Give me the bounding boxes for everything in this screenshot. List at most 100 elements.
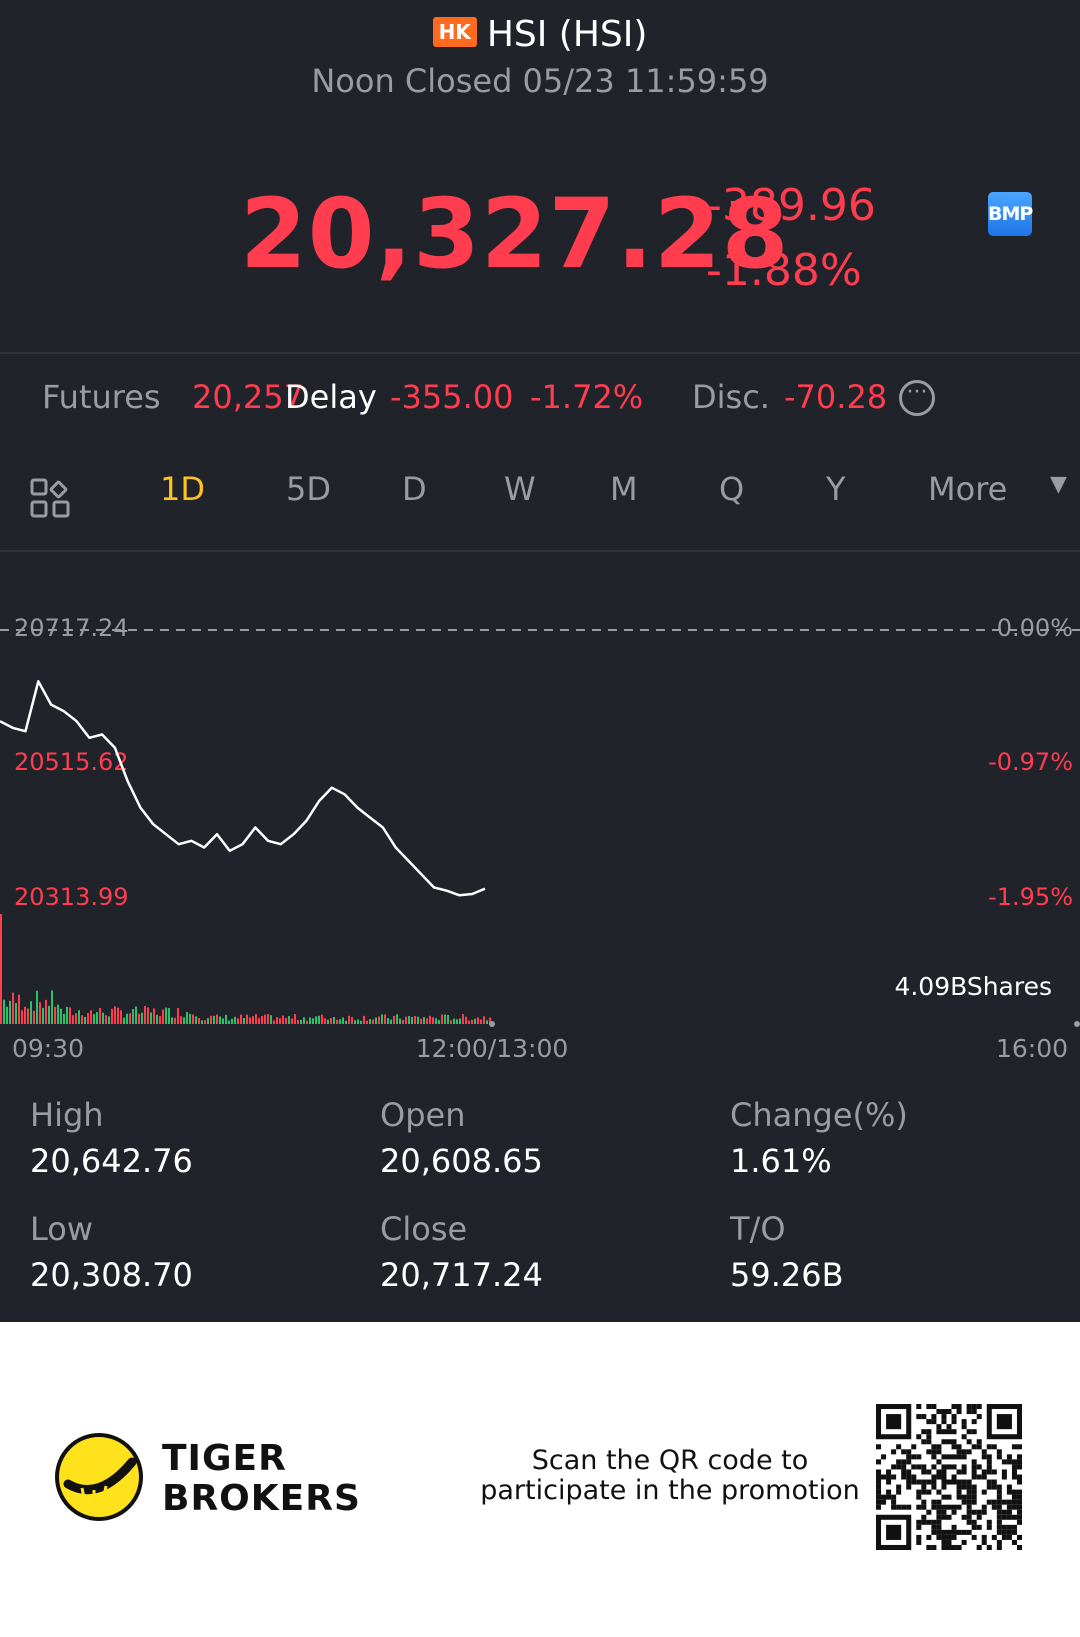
qr-module — [986, 1459, 992, 1465]
qr-module — [991, 1469, 997, 1475]
qr-module — [921, 1429, 927, 1435]
volume-bar — [42, 1007, 44, 1024]
qr-module — [896, 1444, 902, 1450]
futures-change-percent: -1.72% — [530, 378, 644, 416]
volume-bar — [396, 1014, 398, 1024]
volume-bar — [483, 1016, 485, 1024]
intraday-chart[interactable]: 20717.24 20515.62 20313.99 0.00% -0.97% … — [0, 560, 1080, 1070]
volume-bar — [27, 1008, 29, 1024]
volume-bar — [306, 1020, 308, 1024]
qr-module — [926, 1419, 932, 1425]
qr-module — [921, 1439, 927, 1445]
qr-module — [906, 1484, 912, 1490]
more-info-icon[interactable]: ··· — [899, 380, 935, 416]
qr-module — [966, 1484, 972, 1490]
futures-delay: Delay — [285, 378, 377, 416]
qr-module — [951, 1544, 957, 1550]
tab-m[interactable]: M — [610, 470, 638, 508]
qr-module — [986, 1524, 992, 1530]
qr-module — [911, 1454, 917, 1460]
qr-module — [996, 1544, 1002, 1550]
qr-module — [971, 1404, 977, 1410]
volume-bar — [414, 1016, 416, 1024]
qr-module — [976, 1509, 982, 1515]
qr-module — [931, 1544, 937, 1550]
qr-module — [961, 1454, 967, 1460]
qr-module — [921, 1414, 927, 1420]
volume-bar — [330, 1018, 332, 1024]
volume-bar — [54, 1006, 56, 1024]
qr-module — [886, 1479, 892, 1485]
qr-module — [956, 1544, 962, 1550]
qr-module — [961, 1484, 967, 1490]
layout-grid-icon[interactable] — [30, 478, 72, 520]
qr-module — [996, 1504, 1002, 1510]
qr-module — [941, 1479, 947, 1485]
qr-module — [941, 1429, 947, 1435]
qr-module — [996, 1494, 1002, 1500]
qr-module — [916, 1539, 922, 1545]
qr-module — [986, 1464, 992, 1470]
qr-module — [976, 1444, 982, 1450]
qr-module — [946, 1529, 952, 1535]
qr-module — [901, 1474, 907, 1480]
volume-bar — [222, 1018, 224, 1024]
qr-module — [1016, 1464, 1022, 1470]
tab-more[interactable]: More — [928, 470, 1008, 508]
tab-5d[interactable]: 5D — [286, 470, 331, 508]
qr-module — [931, 1479, 937, 1485]
tab-1d[interactable]: 1D — [160, 470, 205, 508]
qr-module — [1006, 1459, 1012, 1465]
qr-module — [966, 1499, 972, 1505]
qr-module — [1006, 1509, 1012, 1515]
qr-module — [941, 1504, 947, 1510]
qr-module — [981, 1489, 987, 1495]
x-label-close: 16:00 — [996, 1034, 1068, 1063]
qr-module — [976, 1514, 982, 1520]
qr-module — [951, 1414, 957, 1420]
tab-w[interactable]: W — [504, 470, 536, 508]
volume-bar — [324, 1018, 326, 1024]
qr-module — [951, 1419, 957, 1425]
volume-bar — [207, 1018, 209, 1024]
qr-module — [936, 1444, 942, 1450]
qr-module — [966, 1519, 972, 1525]
qr-module — [916, 1464, 922, 1470]
qr-module — [961, 1449, 967, 1455]
qr-module — [956, 1484, 962, 1490]
qr-module — [1011, 1539, 1017, 1545]
qr-module — [981, 1449, 987, 1455]
qr-module — [886, 1489, 892, 1495]
qr-module — [1016, 1454, 1022, 1460]
qr-module — [941, 1539, 947, 1545]
qr-module — [911, 1479, 917, 1485]
futures-row[interactable]: Futures 20,257 Delay -355.00 -1.72% Disc… — [42, 378, 1062, 422]
qr-module — [901, 1449, 907, 1455]
session-end-marker — [1074, 1021, 1080, 1027]
tab-y[interactable]: Y — [826, 470, 846, 508]
tab-q[interactable]: Q — [719, 470, 745, 508]
qr-module — [891, 1464, 897, 1470]
stat-high-label: High — [30, 1096, 104, 1134]
volume-bar — [303, 1017, 305, 1024]
qr-module — [991, 1534, 997, 1540]
volume-bar — [177, 1008, 179, 1024]
bmp-badge[interactable]: BMP — [988, 192, 1033, 236]
chevron-down-icon[interactable]: ▼ — [1050, 472, 1067, 497]
volume-bar — [96, 1012, 98, 1024]
volume-bar — [9, 1000, 11, 1024]
qr-module — [956, 1454, 962, 1460]
volume-bar — [273, 1020, 275, 1024]
qr-module — [1011, 1444, 1017, 1450]
qr-module — [936, 1459, 942, 1465]
qr-module — [881, 1474, 887, 1480]
tab-d[interactable]: D — [402, 470, 427, 508]
qr-module — [941, 1509, 947, 1515]
volume-bar — [111, 1008, 113, 1024]
stat-low-label: Low — [30, 1210, 94, 1248]
qr-module — [946, 1504, 952, 1510]
qr-module — [966, 1529, 972, 1535]
qr-module — [956, 1494, 962, 1500]
qr-module — [881, 1454, 887, 1460]
qr-module — [911, 1464, 917, 1470]
